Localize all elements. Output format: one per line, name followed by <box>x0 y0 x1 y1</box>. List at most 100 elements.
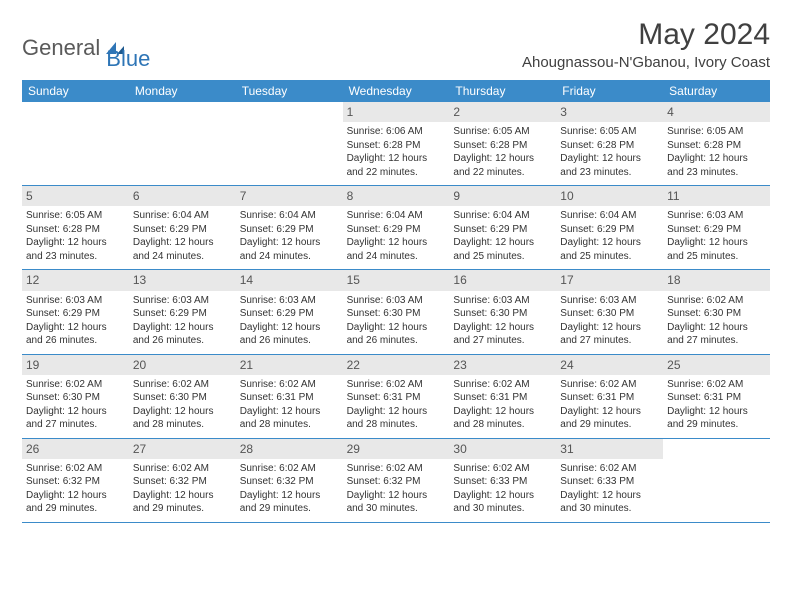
sunrise-text: Sunrise: 6:06 AM <box>347 125 446 139</box>
sunrise-text: Sunrise: 6:02 AM <box>667 294 766 308</box>
daylight-text: Daylight: 12 hours and 22 minutes. <box>347 152 446 179</box>
day-header-wed: Wednesday <box>343 80 450 102</box>
day-number: 23 <box>449 355 556 375</box>
calendar-cell: 2Sunrise: 6:05 AMSunset: 6:28 PMDaylight… <box>449 102 556 185</box>
sunrise-text: Sunrise: 6:03 AM <box>26 294 125 308</box>
day-number: 19 <box>22 355 129 375</box>
sunset-text: Sunset: 6:31 PM <box>240 391 339 405</box>
daylight-text: Daylight: 12 hours and 30 minutes. <box>560 489 659 516</box>
sunrise-text: Sunrise: 6:04 AM <box>347 209 446 223</box>
day-number: 11 <box>663 186 770 206</box>
daylight-text: Daylight: 12 hours and 29 minutes. <box>560 405 659 432</box>
calendar-cell: 27Sunrise: 6:02 AMSunset: 6:32 PMDayligh… <box>129 439 236 522</box>
week-row: 19Sunrise: 6:02 AMSunset: 6:30 PMDayligh… <box>22 355 770 439</box>
sunset-text: Sunset: 6:31 PM <box>453 391 552 405</box>
calendar-cell: 3Sunrise: 6:05 AMSunset: 6:28 PMDaylight… <box>556 102 663 185</box>
sunset-text: Sunset: 6:30 PM <box>453 307 552 321</box>
calendar-cell: 24Sunrise: 6:02 AMSunset: 6:31 PMDayligh… <box>556 355 663 438</box>
daylight-text: Daylight: 12 hours and 25 minutes. <box>560 236 659 263</box>
day-number: 28 <box>236 439 343 459</box>
day-number: 25 <box>663 355 770 375</box>
sunset-text: Sunset: 6:32 PM <box>240 475 339 489</box>
calendar-cell: 23Sunrise: 6:02 AMSunset: 6:31 PMDayligh… <box>449 355 556 438</box>
sunset-text: Sunset: 6:31 PM <box>347 391 446 405</box>
day-number: 21 <box>236 355 343 375</box>
calendar-cell: 25Sunrise: 6:02 AMSunset: 6:31 PMDayligh… <box>663 355 770 438</box>
sunset-text: Sunset: 6:30 PM <box>133 391 232 405</box>
day-number: 22 <box>343 355 450 375</box>
calendar-cell: 9Sunrise: 6:04 AMSunset: 6:29 PMDaylight… <box>449 186 556 269</box>
daylight-text: Daylight: 12 hours and 27 minutes. <box>667 321 766 348</box>
day-number: 12 <box>22 270 129 290</box>
daylight-text: Daylight: 12 hours and 28 minutes. <box>133 405 232 432</box>
calendar-cell <box>129 102 236 185</box>
calendar: Sunday Monday Tuesday Wednesday Thursday… <box>22 80 770 523</box>
calendar-cell: 15Sunrise: 6:03 AMSunset: 6:30 PMDayligh… <box>343 270 450 353</box>
daylight-text: Daylight: 12 hours and 26 minutes. <box>240 321 339 348</box>
sunrise-text: Sunrise: 6:02 AM <box>240 462 339 476</box>
calendar-cell: 28Sunrise: 6:02 AMSunset: 6:32 PMDayligh… <box>236 439 343 522</box>
day-number: 2 <box>449 102 556 122</box>
day-header-sat: Saturday <box>663 80 770 102</box>
sunset-text: Sunset: 6:29 PM <box>560 223 659 237</box>
day-number: 8 <box>343 186 450 206</box>
day-number: 7 <box>236 186 343 206</box>
month-title: May 2024 <box>522 18 770 52</box>
day-number: 20 <box>129 355 236 375</box>
calendar-cell: 6Sunrise: 6:04 AMSunset: 6:29 PMDaylight… <box>129 186 236 269</box>
day-number: 17 <box>556 270 663 290</box>
calendar-cell: 10Sunrise: 6:04 AMSunset: 6:29 PMDayligh… <box>556 186 663 269</box>
logo-text-blue: Blue <box>106 46 150 72</box>
day-number: 13 <box>129 270 236 290</box>
sunrise-text: Sunrise: 6:02 AM <box>26 462 125 476</box>
sunset-text: Sunset: 6:30 PM <box>667 307 766 321</box>
daylight-text: Daylight: 12 hours and 29 minutes. <box>133 489 232 516</box>
day-header-thu: Thursday <box>449 80 556 102</box>
daylight-text: Daylight: 12 hours and 30 minutes. <box>453 489 552 516</box>
sunrise-text: Sunrise: 6:05 AM <box>667 125 766 139</box>
calendar-cell <box>236 102 343 185</box>
logo-text-general: General <box>22 35 100 61</box>
calendar-cell: 5Sunrise: 6:05 AMSunset: 6:28 PMDaylight… <box>22 186 129 269</box>
day-number: 3 <box>556 102 663 122</box>
daylight-text: Daylight: 12 hours and 29 minutes. <box>26 489 125 516</box>
daylight-text: Daylight: 12 hours and 25 minutes. <box>453 236 552 263</box>
day-header-mon: Monday <box>129 80 236 102</box>
calendar-cell: 13Sunrise: 6:03 AMSunset: 6:29 PMDayligh… <box>129 270 236 353</box>
sunrise-text: Sunrise: 6:02 AM <box>240 378 339 392</box>
daylight-text: Daylight: 12 hours and 26 minutes. <box>133 321 232 348</box>
sunrise-text: Sunrise: 6:05 AM <box>560 125 659 139</box>
calendar-cell: 22Sunrise: 6:02 AMSunset: 6:31 PMDayligh… <box>343 355 450 438</box>
calendar-cell: 14Sunrise: 6:03 AMSunset: 6:29 PMDayligh… <box>236 270 343 353</box>
calendar-cell: 12Sunrise: 6:03 AMSunset: 6:29 PMDayligh… <box>22 270 129 353</box>
daylight-text: Daylight: 12 hours and 22 minutes. <box>453 152 552 179</box>
sunset-text: Sunset: 6:31 PM <box>560 391 659 405</box>
calendar-cell: 30Sunrise: 6:02 AMSunset: 6:33 PMDayligh… <box>449 439 556 522</box>
daylight-text: Daylight: 12 hours and 29 minutes. <box>667 405 766 432</box>
day-number: 31 <box>556 439 663 459</box>
day-number: 6 <box>129 186 236 206</box>
calendar-cell: 8Sunrise: 6:04 AMSunset: 6:29 PMDaylight… <box>343 186 450 269</box>
day-number: 4 <box>663 102 770 122</box>
sunset-text: Sunset: 6:30 PM <box>26 391 125 405</box>
daylight-text: Daylight: 12 hours and 26 minutes. <box>26 321 125 348</box>
week-row: 12Sunrise: 6:03 AMSunset: 6:29 PMDayligh… <box>22 270 770 354</box>
daylight-text: Daylight: 12 hours and 24 minutes. <box>240 236 339 263</box>
calendar-cell <box>663 439 770 522</box>
logo: General Blue <box>22 24 150 72</box>
sunset-text: Sunset: 6:33 PM <box>560 475 659 489</box>
daylight-text: Daylight: 12 hours and 27 minutes. <box>560 321 659 348</box>
sunrise-text: Sunrise: 6:05 AM <box>453 125 552 139</box>
sunrise-text: Sunrise: 6:02 AM <box>133 378 232 392</box>
day-number: 29 <box>343 439 450 459</box>
day-number: 24 <box>556 355 663 375</box>
daylight-text: Daylight: 12 hours and 28 minutes. <box>347 405 446 432</box>
sunrise-text: Sunrise: 6:02 AM <box>453 378 552 392</box>
sunrise-text: Sunrise: 6:04 AM <box>560 209 659 223</box>
calendar-cell: 20 Sunrise: 6:02 AMSunset: 6:30 PMDayligh… <box>129 355 236 438</box>
sunrise-text: Sunrise: 6:03 AM <box>133 294 232 308</box>
day-number: 30 <box>449 439 556 459</box>
day-number: 1 <box>343 102 450 122</box>
calendar-cell: 11Sunrise: 6:03 AMSunset: 6:29 PMDayligh… <box>663 186 770 269</box>
daylight-text: Daylight: 12 hours and 23 minutes. <box>667 152 766 179</box>
